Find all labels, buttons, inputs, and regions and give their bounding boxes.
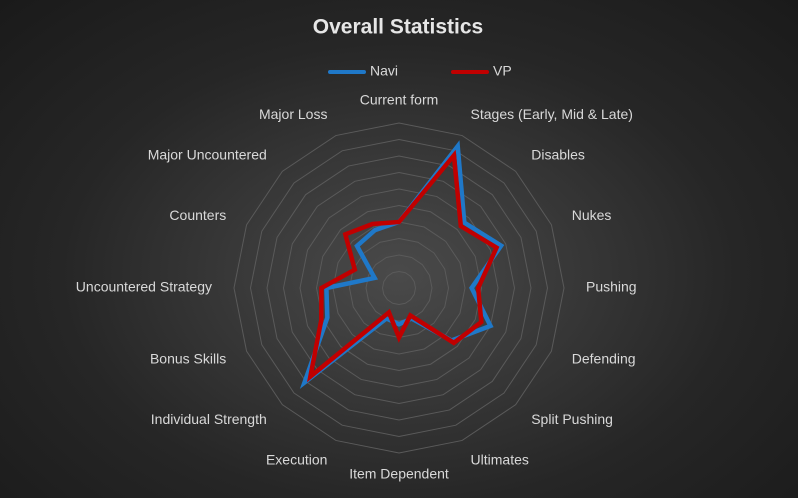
grid-ring (381, 270, 417, 306)
grid-ring (266, 155, 532, 421)
series-line (299, 140, 505, 390)
legend-label: VP (493, 63, 512, 79)
category-label: Major Uncountered (148, 146, 267, 162)
category-label: Ultimates (471, 451, 529, 467)
category-label: Uncountered Strategy (76, 279, 212, 295)
category-label: Major Loss (259, 106, 327, 122)
grid-ring (233, 122, 565, 454)
category-label: Disables (531, 146, 585, 162)
category-label: Current form (360, 92, 439, 108)
category-label: Individual Strength (151, 411, 267, 427)
category-label: Nukes (572, 207, 612, 223)
category-label: Item Dependent (349, 466, 449, 482)
chart-title: Overall Statistics (313, 16, 483, 39)
grid-ring (282, 171, 516, 405)
category-label: Defending (572, 350, 636, 366)
category-label: Stages (Early, Mid & Late) (471, 106, 633, 122)
grid-ring (365, 254, 433, 322)
category-label: Execution (266, 451, 327, 467)
category-label: Pushing (586, 279, 637, 295)
grid-ring (249, 138, 549, 438)
series-line (306, 149, 500, 383)
legend-label: Navi (370, 63, 398, 79)
category-label: Bonus Skills (150, 350, 226, 366)
category-label: Counters (169, 207, 226, 223)
grid-ring (315, 204, 483, 372)
category-label: Split Pushing (531, 411, 613, 427)
grid-ring (332, 221, 466, 355)
